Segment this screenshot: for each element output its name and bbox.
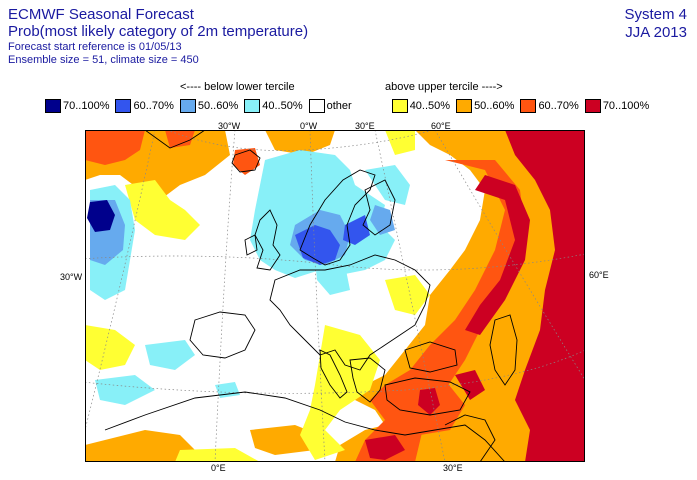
legend-item: 40..50% [391, 98, 451, 113]
legend-swatch [179, 98, 196, 113]
legend-label: 50..60% [474, 99, 515, 112]
lat-label-left: 30°W [60, 272, 83, 282]
lat-label-right: 60°E [589, 270, 609, 280]
lon-label-60e: 60°E [431, 121, 451, 131]
legend-item: 60..70% [115, 98, 174, 113]
lon-label-0w: 0°W [300, 121, 318, 131]
legend-item: 50..60% [179, 98, 239, 113]
lon-label-bottom-0e: 0°E [211, 463, 226, 473]
legend-item: 70..100% [45, 98, 110, 113]
legend-swatch [456, 98, 473, 113]
legend-label: other [326, 99, 352, 112]
lon-label-30w: 30°W [218, 121, 241, 131]
map-frame [85, 130, 585, 462]
lon-label-30e: 30°E [355, 121, 375, 131]
legend-item: 40..50% [244, 98, 303, 113]
lon-label-bottom-30e: 30°E [443, 463, 463, 473]
legend-swatch [584, 98, 601, 113]
legend-item: 50..60% [456, 98, 515, 113]
legend-item: 70..100% [584, 98, 650, 113]
system-block: System 4 JJA 2013 [624, 6, 687, 42]
region-below-70-100 [87, 200, 115, 232]
legend-swatch [308, 98, 325, 113]
legend-below-caption: <---- below lower tercile [180, 81, 295, 93]
map-subtitle: Prob(most likely category of 2m temperat… [8, 23, 309, 40]
region-above-70-100 [365, 130, 585, 462]
legend-label: 60..70% [133, 99, 174, 112]
map-title: ECMWF Seasonal Forecast [8, 6, 194, 23]
region-above-40-50 [85, 130, 430, 462]
ensemble-size: Ensemble size = 51, climate size = 450 [8, 54, 199, 66]
legend-above-caption: above upper tercile ----> [385, 81, 503, 93]
legend-swatch [45, 98, 61, 113]
legend-swatch [391, 98, 408, 113]
coastlines [104, 130, 518, 462]
legend-item: other [308, 98, 352, 113]
map-svg [85, 130, 585, 462]
legend-label: 60..70% [538, 99, 579, 112]
legend-label: 70..100% [63, 99, 110, 112]
legend-label: 70..100% [602, 99, 650, 112]
legend-label: 50..60% [197, 99, 239, 112]
legend-swatch [244, 98, 261, 113]
title-block: ECMWF Seasonal Forecast Prob(most likely… [8, 6, 308, 67]
color-legend: 70..100% 60..70% 50..60% 40..50% other 4… [45, 98, 655, 113]
legend-label: 40..50% [409, 99, 451, 112]
system-label: System 4 [624, 6, 687, 23]
forecast-start-reference: Forecast start reference is 01/05/13 [8, 41, 182, 53]
season-label: JJA 2013 [625, 24, 687, 41]
forecast-map [85, 130, 585, 462]
legend-swatch [520, 98, 537, 113]
legend-swatch [115, 98, 132, 113]
legend-label: 40..50% [262, 99, 303, 112]
legend-item: 60..70% [520, 98, 579, 113]
